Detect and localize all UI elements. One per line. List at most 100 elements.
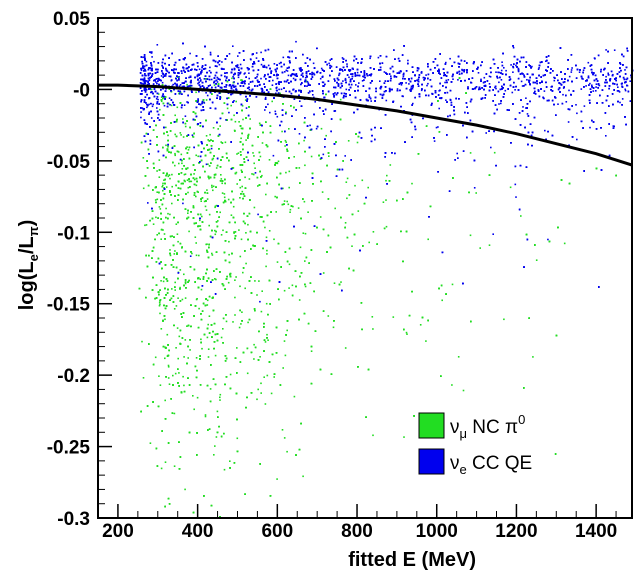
blue-data-point [512, 71, 514, 73]
green-data-point [425, 125, 428, 127]
blue-data-point [514, 183, 517, 186]
blue-data-point [425, 74, 427, 76]
green-data-point [165, 186, 168, 188]
green-data-point [319, 158, 322, 160]
green-data-point [194, 281, 196, 283]
green-data-point [205, 135, 208, 137]
green-data-point [165, 294, 167, 296]
green-data-point [167, 366, 170, 368]
blue-data-point [145, 60, 148, 63]
green-data-point [202, 276, 205, 278]
green-data-point [183, 179, 186, 182]
green-data-point [222, 317, 225, 320]
blue-data-point [553, 79, 556, 82]
green-data-point [167, 288, 169, 291]
blue-data-point [488, 75, 491, 78]
green-data-point [222, 328, 224, 330]
green-data-point [417, 153, 420, 155]
green-data-point [160, 228, 163, 231]
blue-data-point [216, 65, 218, 68]
green-data-point [261, 216, 263, 218]
green-data-point [166, 292, 169, 294]
blue-data-point [616, 90, 619, 92]
green-data-point [163, 187, 165, 189]
green-data-point [204, 154, 207, 157]
green-data-point [173, 465, 176, 467]
green-data-point [182, 312, 185, 314]
green-data-point [235, 100, 237, 103]
green-data-point [344, 222, 347, 224]
green-data-point [199, 358, 201, 360]
blue-data-point [567, 121, 570, 123]
green-data-point [281, 130, 283, 133]
green-data-point [253, 343, 255, 346]
blue-data-point [237, 55, 239, 57]
blue-data-point [396, 88, 399, 90]
green-data-point [164, 318, 166, 321]
green-data-point [340, 216, 342, 219]
green-data-point [299, 246, 302, 249]
blue-data-point [153, 60, 155, 63]
green-data-point [215, 204, 218, 207]
blue-data-point [607, 72, 609, 75]
green-data-point [174, 152, 176, 155]
green-data-point [236, 437, 239, 440]
green-data-point [241, 311, 243, 313]
green-data-point [288, 170, 291, 173]
green-data-point [229, 275, 232, 278]
green-data-point [376, 243, 378, 245]
blue-data-point [225, 86, 227, 88]
green-data-point [187, 377, 189, 379]
green-data-point [438, 287, 440, 290]
green-data-point [326, 251, 328, 253]
green-data-point [256, 294, 258, 296]
green-data-point [291, 294, 294, 297]
green-data-point [159, 289, 161, 291]
green-data-point [222, 342, 224, 344]
blue-data-point [226, 76, 228, 78]
blue-data-point [178, 85, 181, 87]
green-data-point [258, 330, 260, 333]
green-data-point [185, 193, 187, 195]
green-data-point [239, 141, 242, 143]
green-data-point [179, 242, 182, 245]
blue-data-point [164, 73, 166, 76]
green-data-point [173, 216, 175, 219]
green-data-point [201, 197, 204, 199]
blue-data-point [145, 74, 147, 77]
green-data-point [206, 299, 209, 302]
green-data-point [195, 91, 197, 94]
blue-data-point [473, 187, 476, 189]
green-data-point [229, 467, 231, 469]
green-data-point [286, 260, 289, 263]
green-data-point [190, 173, 192, 176]
green-data-point [201, 215, 203, 218]
blue-data-point [557, 103, 559, 105]
blue-data-point [383, 71, 386, 73]
green-data-point [188, 146, 191, 149]
green-data-point [212, 309, 215, 312]
green-data-point [199, 213, 202, 216]
blue-data-point [490, 146, 492, 149]
blue-data-point [621, 98, 624, 100]
green-data-point [283, 203, 285, 205]
green-data-point [211, 336, 213, 338]
blue-data-point [286, 70, 289, 72]
green-data-point [225, 357, 228, 360]
green-data-point [234, 172, 237, 175]
green-data-point [173, 253, 176, 255]
blue-data-point [603, 67, 606, 70]
green-data-point [283, 340, 286, 342]
green-data-point [242, 267, 245, 269]
green-data-point [231, 190, 233, 193]
blue-data-point [412, 102, 414, 105]
blue-data-point [233, 100, 235, 102]
green-data-point [248, 212, 251, 215]
blue-data-point [298, 133, 301, 135]
green-data-point [403, 328, 405, 331]
green-data-point [146, 167, 149, 169]
green-data-point [167, 344, 169, 346]
blue-data-point [197, 82, 199, 85]
green-data-point [532, 356, 534, 358]
green-data-point [196, 180, 198, 183]
